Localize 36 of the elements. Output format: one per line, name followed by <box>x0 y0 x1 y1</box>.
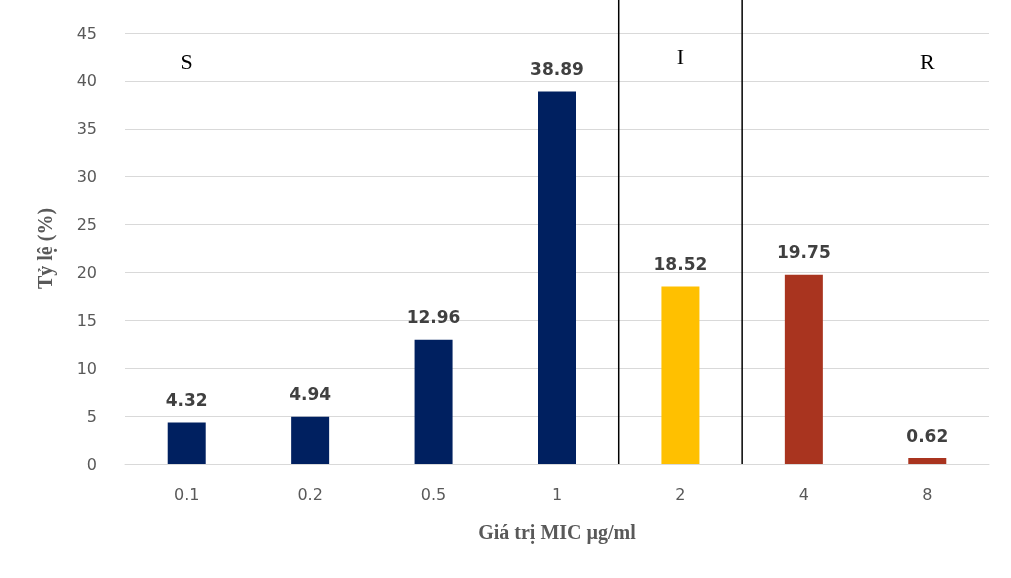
y-tick-label: 35 <box>76 119 97 139</box>
data-label: 38.89 <box>530 59 584 80</box>
y-tick-label: 40 <box>76 71 97 91</box>
bar <box>784 274 823 464</box>
y-tick-label: 25 <box>76 215 97 235</box>
y-tick-label: 30 <box>76 167 97 187</box>
annotation: R <box>919 49 935 75</box>
annotation: I <box>676 44 685 70</box>
y-tick-label: 0 <box>86 454 97 474</box>
y-axis-title: Tỷ lệ (%) <box>34 207 57 290</box>
data-label: 0.62 <box>906 425 949 446</box>
bar <box>661 286 700 464</box>
y-tick-label: 5 <box>86 406 97 426</box>
bar <box>908 458 947 464</box>
x-tick-label: 1 <box>551 484 563 504</box>
y-tick-label: 45 <box>76 23 97 43</box>
x-tick-label: 0.1 <box>173 484 200 504</box>
data-label: 12.96 <box>406 307 461 328</box>
x-tick-label: 0.2 <box>297 484 323 504</box>
x-tick-label: 0.5 <box>420 484 447 504</box>
x-tick-label: 8 <box>922 484 933 504</box>
annotation: S <box>180 49 193 75</box>
data-label: 19.75 <box>776 242 831 263</box>
data-label: 18.52 <box>653 254 708 275</box>
y-tick-label: 20 <box>76 262 97 282</box>
x-tick-label: 2 <box>675 484 686 504</box>
bar <box>291 416 330 464</box>
bar <box>167 422 206 464</box>
data-label: 4.32 <box>165 390 208 411</box>
x-axis-title: Giá trị MIC µg/ml <box>478 521 637 544</box>
x-tick-label: 4 <box>798 484 809 504</box>
bar <box>538 91 576 464</box>
y-tick-label: 10 <box>76 358 97 378</box>
y-tick-label: 15 <box>76 310 97 330</box>
data-label: 4.94 <box>289 384 332 405</box>
bar <box>414 339 453 464</box>
